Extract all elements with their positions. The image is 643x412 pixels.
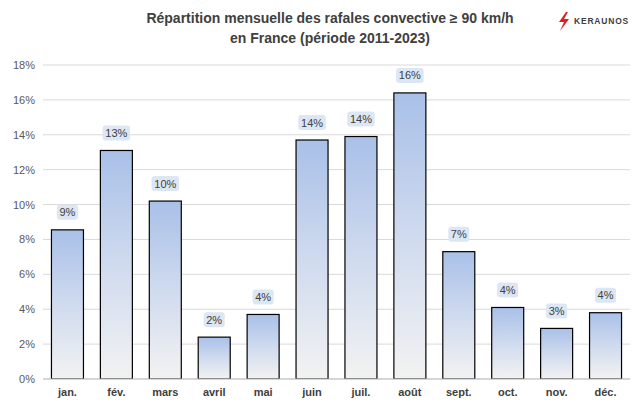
data-label-box [298, 115, 326, 130]
logo-bolt [559, 12, 569, 31]
logo: KERAUNOS [559, 12, 629, 31]
y-tick-label: 10% [13, 199, 35, 211]
y-tick-label: 2% [19, 338, 35, 350]
data-label: 4% [500, 284, 516, 296]
page: {"chart_data": {"type": "bar", "title": … [0, 0, 643, 412]
x-tick-label: juil. [350, 386, 370, 398]
y-tick-label: 16% [13, 94, 35, 106]
bar [51, 230, 83, 379]
data-label-box [253, 289, 274, 304]
data-label: 3% [549, 305, 565, 317]
data-label: 4% [255, 291, 271, 303]
data-label-box [103, 125, 131, 140]
bar [198, 337, 230, 379]
x-tick-label: déc. [595, 386, 617, 398]
grid-line [43, 65, 630, 66]
grid-line [43, 134, 630, 135]
bar [492, 307, 524, 379]
logo-text: KERAUNOS [574, 16, 629, 26]
grid-line [43, 379, 630, 380]
y-tick-label: 14% [13, 129, 35, 141]
data-label-box [204, 312, 225, 327]
y-tick-label: 8% [19, 233, 35, 245]
data-label-box [396, 68, 424, 83]
x-tick-label: sept. [446, 386, 472, 398]
data-label-box [546, 303, 567, 318]
bar [100, 150, 132, 379]
data-label: 2% [206, 314, 222, 326]
data-label: 14% [301, 117, 323, 129]
bar [394, 93, 426, 379]
x-tick-label: avril [203, 386, 226, 398]
y-tick-label: 18% [13, 59, 35, 71]
y-tick-label: 4% [19, 303, 35, 315]
title-line: Répartition mensuelle des rafales convec… [146, 10, 513, 26]
title: Répartition mensuelle des rafales convec… [146, 10, 513, 46]
bar [296, 140, 328, 379]
x-tick-label: nov. [546, 386, 568, 398]
bar [345, 137, 377, 379]
y-tick-label: 6% [19, 268, 35, 280]
data-label: 14% [350, 113, 372, 125]
grid [43, 65, 630, 379]
data-label: 7% [451, 228, 467, 240]
data-label-box [347, 112, 375, 127]
x-tick-label: jan. [57, 386, 77, 398]
data-label: 10% [154, 178, 176, 190]
data-label: 16% [399, 69, 421, 81]
bar [247, 314, 279, 379]
bar [590, 313, 622, 379]
y-tick-label: 12% [13, 164, 35, 176]
x-tick-label: juin [301, 386, 322, 398]
bar [149, 201, 181, 379]
chart: Répartition mensuelle des rafales convec… [0, 0, 643, 412]
data-label: 13% [105, 127, 127, 139]
x-axis [43, 379, 630, 380]
data-label-box [57, 205, 78, 220]
y-tick-label: 0% [19, 373, 35, 385]
data-label-box [152, 176, 180, 191]
bar [541, 328, 573, 379]
bar [443, 252, 475, 379]
title-line: en France (période 2011-2023) [230, 30, 430, 46]
data-label: 9% [60, 206, 76, 218]
data-label-box [448, 227, 469, 242]
x-tick-label: oct. [498, 386, 518, 398]
data-label: 4% [598, 289, 614, 301]
x-tick-label: mai [254, 386, 273, 398]
x-tick-label: août [398, 386, 422, 398]
x-tick-label: fév. [107, 386, 125, 398]
x-tick-label: mars [152, 386, 178, 398]
data-label-box [595, 288, 616, 303]
data-label-box [497, 282, 518, 297]
bars [51, 93, 621, 379]
grid-line [43, 99, 630, 100]
